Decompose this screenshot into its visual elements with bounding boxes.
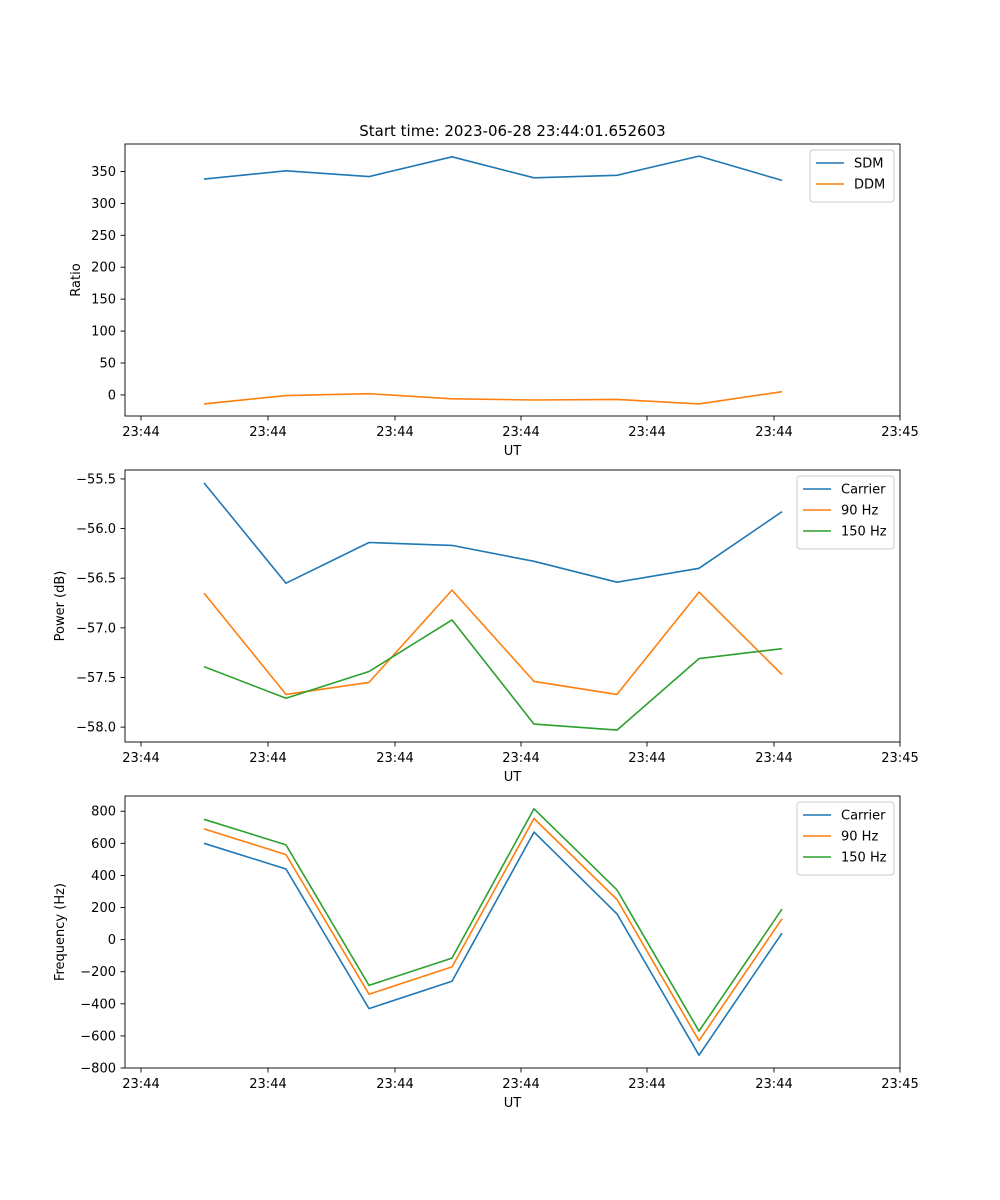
chart-panel-3: 23:44 23:44 23:44 23:44 23:44 23:44 23:45 UT −80… — [53, 795, 919, 1111]
x-tick-label: 23:44 — [755, 751, 792, 766]
y-tick-label: −56.5 — [76, 572, 116, 587]
x-tick-label: 23:44 — [376, 1077, 413, 1092]
y-tick-label: −57.5 — [76, 671, 116, 686]
y-tick-label: 250 — [91, 229, 116, 244]
x-tick-label: 23:44 — [122, 425, 159, 440]
y-tick-label: 400 — [91, 869, 116, 884]
legend-label: SDM — [854, 157, 883, 172]
x-tick-label: 23:44 — [755, 1077, 792, 1092]
series-line-150-hz — [203, 807, 783, 1032]
x-axis-label: UT — [504, 444, 522, 459]
y-tick-label: −800 — [80, 1062, 116, 1077]
y-tick-label: 200 — [91, 901, 116, 916]
x-tick-label: 23:44 — [376, 425, 413, 440]
x-axis-label: UT — [504, 1096, 522, 1111]
y-tick-label: 300 — [91, 197, 116, 212]
y-tick-label: −56.0 — [76, 522, 116, 537]
y-tick-label: −58.0 — [76, 721, 116, 736]
y-tick-label: −57.0 — [76, 621, 116, 636]
legend-label: Carrier — [841, 809, 886, 824]
series-line-90-hz — [203, 817, 783, 1042]
axes-frame — [124, 143, 901, 417]
x-tick-label: 23:44 — [755, 425, 792, 440]
y-tick-label: −600 — [80, 1029, 116, 1044]
y-tick-label: −55.5 — [76, 472, 116, 487]
x-tick-label: 23:45 — [881, 425, 918, 440]
legend-label: 150 Hz — [841, 851, 887, 866]
x-tick-label: 23:44 — [502, 751, 539, 766]
x-tick-label: 23:44 — [376, 751, 413, 766]
x-tick-label: 23:44 — [122, 1077, 159, 1092]
y-tick-label: 0 — [108, 933, 116, 948]
y-tick-label: −400 — [80, 997, 116, 1012]
y-tick-label: 200 — [91, 261, 116, 276]
y-axis-label: Power (dB) — [53, 571, 68, 642]
x-tick-label: 23:45 — [881, 1077, 918, 1092]
x-tick-label: 23:44 — [249, 1077, 286, 1092]
y-tick-label: 150 — [91, 293, 116, 308]
series-line-sdm — [203, 155, 783, 182]
series-line-90-hz — [203, 589, 783, 696]
y-axis-label: Frequency (Hz) — [53, 883, 68, 981]
y-tick-label: −200 — [80, 965, 116, 980]
legend-label: 90 Hz — [841, 504, 878, 519]
y-tick-label: 100 — [91, 325, 116, 340]
series-line-ddm — [203, 390, 783, 405]
x-tick-label: 23:44 — [502, 1077, 539, 1092]
legend-label: Carrier — [841, 483, 886, 498]
chart-panel-1: 23:44 23:44 23:44 23:44 23:44 23:44 23:45 UT 0 50… — [69, 143, 919, 459]
x-axis-label: UT — [504, 770, 522, 785]
x-tick-label: 23:45 — [881, 751, 918, 766]
y-tick-label: 350 — [91, 165, 116, 180]
series-line-carrier — [203, 831, 783, 1056]
x-tick-label: 23:44 — [628, 1077, 665, 1092]
y-tick-label: 0 — [108, 388, 116, 403]
y-tick-label: 50 — [99, 357, 116, 372]
y-tick-label: 600 — [91, 837, 116, 852]
legend-label: DDM — [854, 178, 885, 193]
chart-panel-2: 23:44 23:44 23:44 23:44 23:44 23:44 23:45 UT −58… — [53, 469, 919, 785]
y-tick-label: 800 — [91, 805, 116, 820]
axes-frame — [124, 795, 901, 1069]
series-line-150-hz — [203, 619, 783, 731]
x-tick-label: 23:44 — [502, 425, 539, 440]
x-tick-label: 23:44 — [628, 425, 665, 440]
legend-label: 150 Hz — [841, 525, 887, 540]
x-tick-label: 23:44 — [249, 751, 286, 766]
x-tick-label: 23:44 — [122, 751, 159, 766]
legend-label: 90 Hz — [841, 830, 878, 845]
axes-frame — [124, 469, 901, 743]
y-axis-label: Ratio — [69, 263, 84, 296]
figure-title: Start time: 2023-06-28 23:44:01.652603 — [359, 122, 665, 140]
x-tick-label: 23:44 — [628, 751, 665, 766]
x-tick-label: 23:44 — [249, 425, 286, 440]
series-line-carrier — [203, 482, 783, 585]
